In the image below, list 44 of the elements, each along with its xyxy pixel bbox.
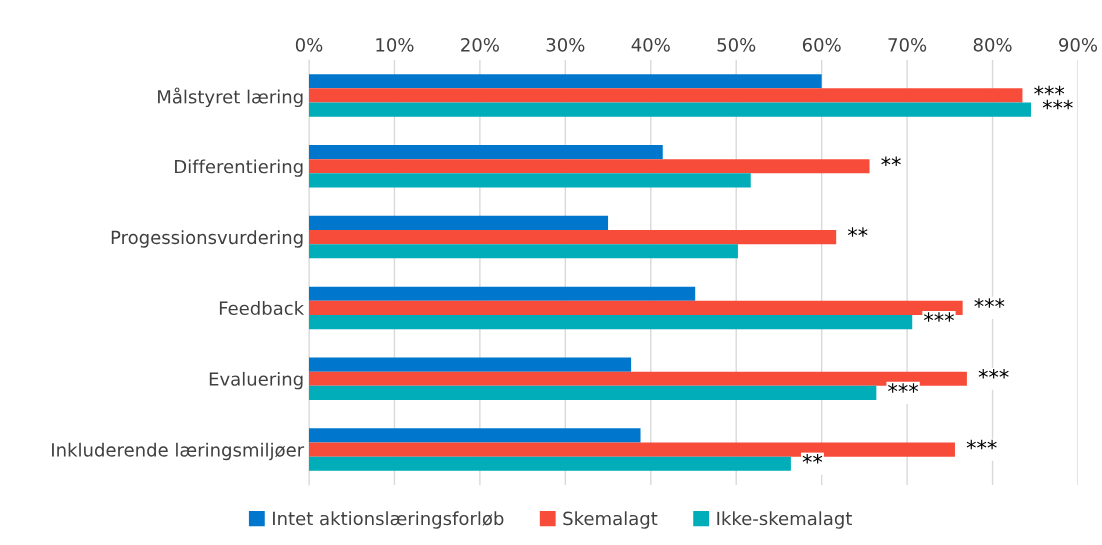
legend-label: Skemalagt xyxy=(563,511,658,529)
x-tick-label: 70% xyxy=(888,37,927,52)
bar xyxy=(309,74,822,89)
y-tick-label: Feedback xyxy=(219,301,305,316)
y-tick-label: Målstyret læring xyxy=(158,87,303,108)
data-label: ** xyxy=(881,156,901,167)
data-label: *** xyxy=(966,439,997,450)
data-label: *** xyxy=(1034,85,1065,96)
bar xyxy=(309,456,791,471)
x-tick-label: 20% xyxy=(461,37,499,52)
y-tick-label: Progessionsvurdering xyxy=(111,230,303,248)
bar xyxy=(309,159,870,174)
bar xyxy=(309,173,751,188)
data-label: *** xyxy=(974,298,1005,308)
x-tick-label: 10% xyxy=(376,37,414,52)
legend-label: Ikke-skemalagt xyxy=(717,511,852,529)
y-tick-label: Evaluering xyxy=(209,371,303,390)
x-tick-label: 30% xyxy=(546,37,585,52)
bar xyxy=(309,102,1032,117)
data-label: ** xyxy=(802,454,823,464)
data-label: *** xyxy=(978,369,1009,379)
bar xyxy=(309,385,877,400)
data-label: *** xyxy=(1042,99,1073,110)
x-tick-label: 40% xyxy=(631,37,670,52)
x-tick-label: 90% xyxy=(1059,37,1098,52)
bar xyxy=(309,244,738,259)
bar xyxy=(309,215,609,230)
bar xyxy=(309,145,663,160)
bar xyxy=(309,428,641,443)
bar xyxy=(309,315,913,330)
data-label: ** xyxy=(847,227,868,237)
data-label: *** xyxy=(923,312,954,322)
x-tick-label: 80% xyxy=(973,37,1012,52)
x-tick-label: 60% xyxy=(802,37,841,52)
data-label: *** xyxy=(888,383,919,393)
x-tick-label: 50% xyxy=(717,37,756,52)
bar xyxy=(309,88,1023,103)
bar xyxy=(309,230,837,245)
x-tick-label: 0% xyxy=(295,37,323,52)
bar xyxy=(309,286,696,301)
y-tick-label: Differentiering xyxy=(175,159,303,177)
legend-label: Intet aktionslæringsforløb xyxy=(273,511,504,529)
y-tick-label: Inkluderende læringsmiljøer xyxy=(52,442,305,461)
bar xyxy=(309,357,632,372)
